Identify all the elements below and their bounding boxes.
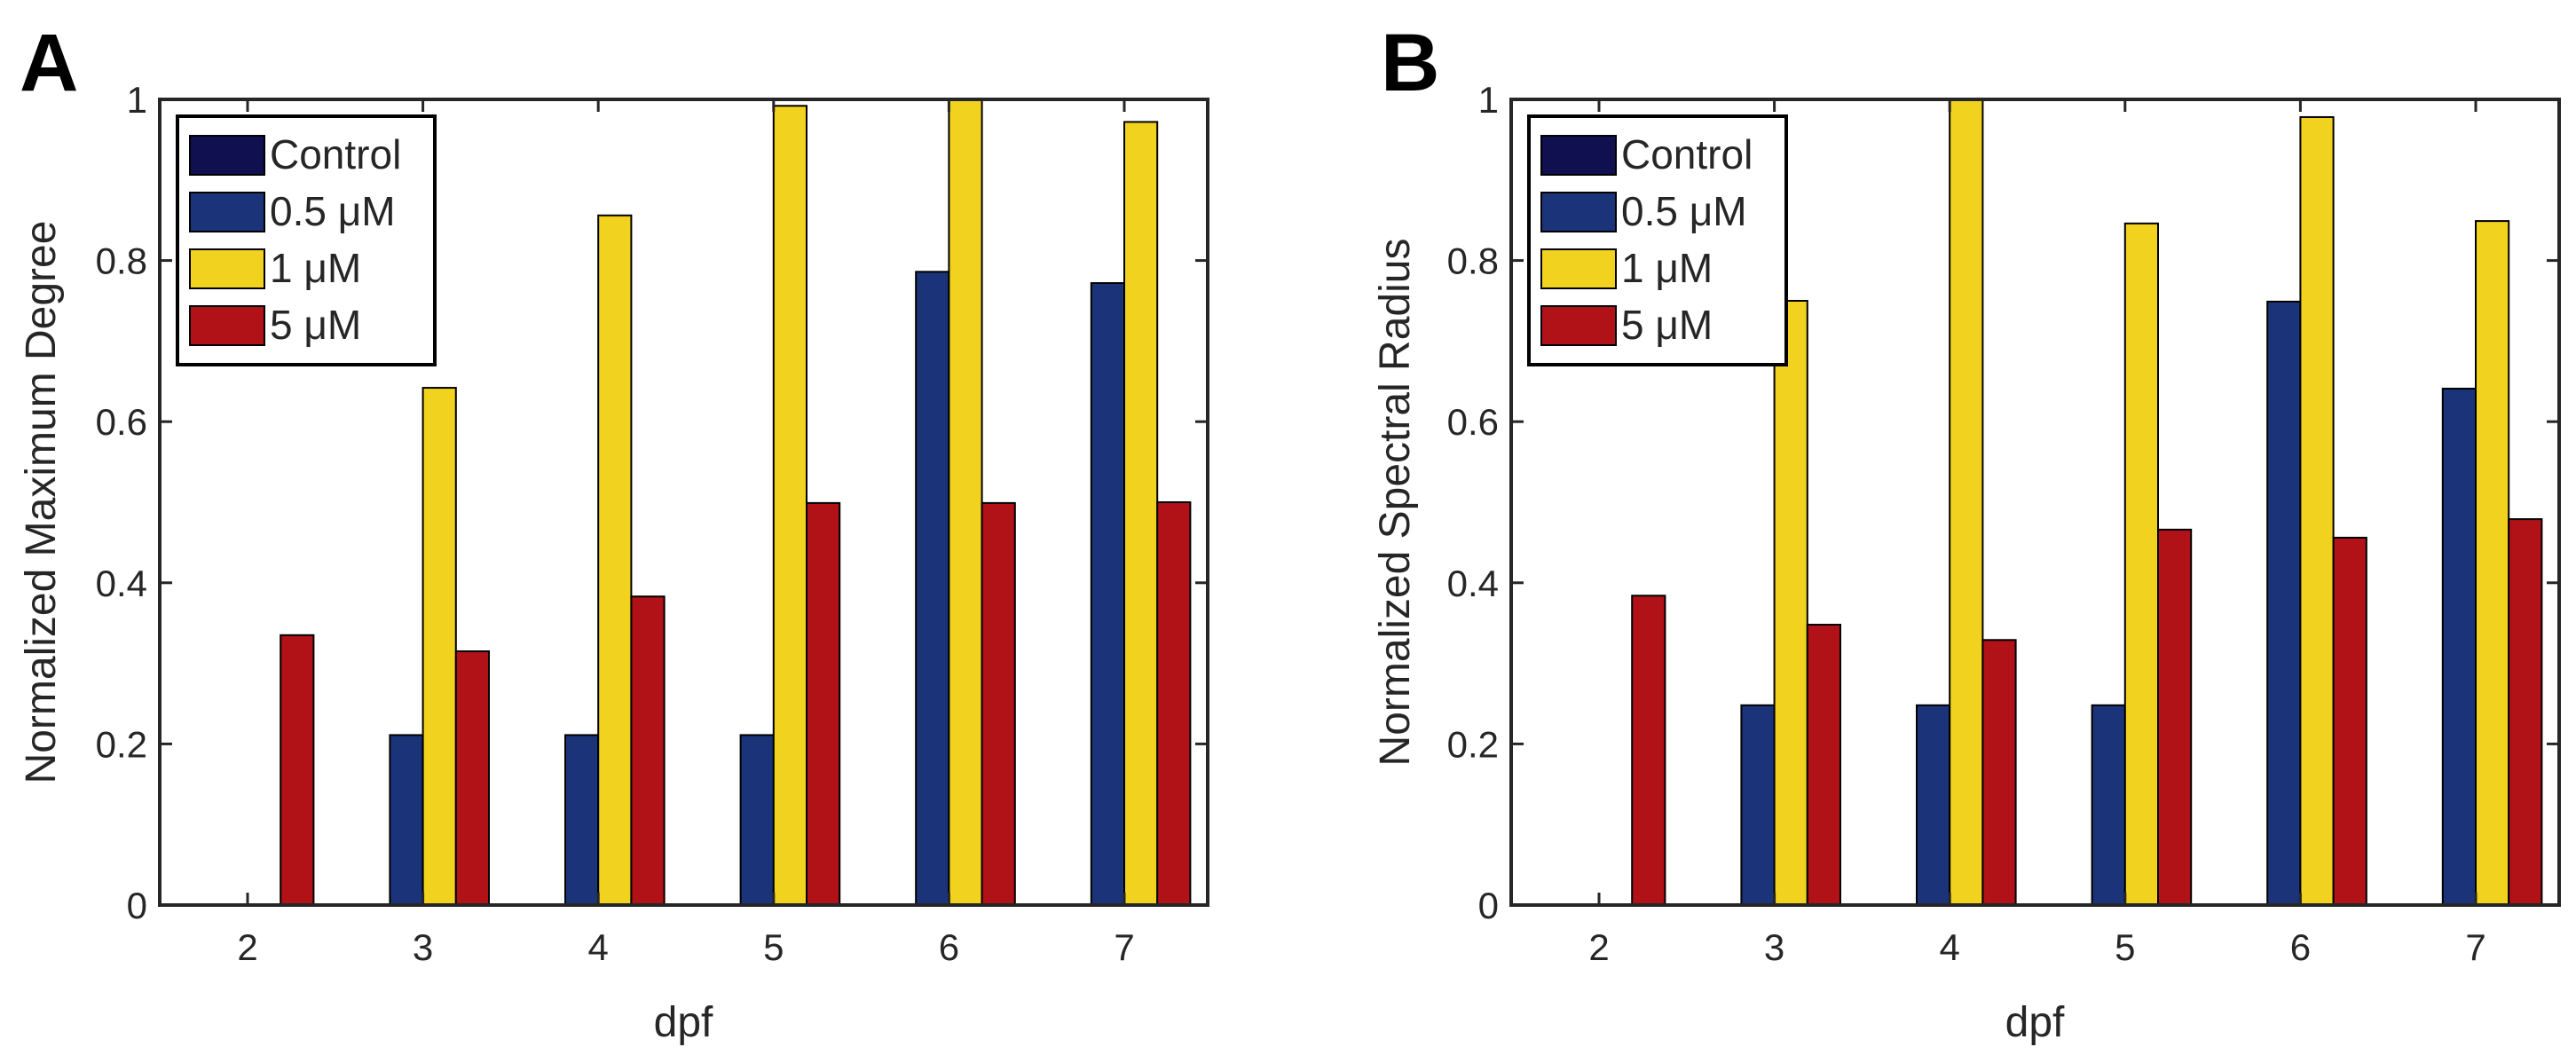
x-tick-label: 7 xyxy=(1114,926,1134,968)
panel-label: B xyxy=(1381,18,1439,108)
y-tick-label: 0.8 xyxy=(96,240,147,282)
x-tick-label: 2 xyxy=(1588,926,1609,968)
bar-5-m-5 xyxy=(806,501,841,907)
bar-1-m-3 xyxy=(1773,300,1808,906)
legend-swatch xyxy=(1540,135,1617,176)
x-tick-label: 6 xyxy=(2290,926,2311,968)
bar-0-5-m-7 xyxy=(2441,387,2478,906)
x-tick-label: 6 xyxy=(939,926,959,968)
bar-0-5-m-6 xyxy=(2266,300,2302,906)
bar-0-5-m-4 xyxy=(564,734,600,906)
y-tick-label: 0 xyxy=(127,885,147,926)
bar-1-m-5 xyxy=(2123,222,2160,907)
bar-0-5-m-3 xyxy=(1740,704,1776,906)
legend-swatch xyxy=(1540,192,1617,232)
bar-1-m-6 xyxy=(2299,115,2335,906)
bar-1-m-3 xyxy=(421,387,457,906)
legend-swatch xyxy=(1540,305,1617,346)
bar-1-m-6 xyxy=(948,98,983,906)
bar-1-m-4 xyxy=(1949,98,1984,906)
legend-label: Control xyxy=(270,131,401,177)
x-tick-label: 4 xyxy=(1940,926,1960,968)
legend-label: 1 μM xyxy=(1621,245,1713,291)
legend-label: 5 μM xyxy=(1621,302,1713,348)
bar-0-5-m-6 xyxy=(915,271,950,906)
legend-label: 5 μM xyxy=(270,302,361,348)
y-tick-label: 0.6 xyxy=(96,401,147,443)
bar-0-5-m-4 xyxy=(1916,704,1951,906)
x-axis-label: dpf xyxy=(2005,999,2065,1046)
bar-1-m-5 xyxy=(772,105,807,907)
legend-swatch xyxy=(189,135,265,176)
bar-5-m-3 xyxy=(454,650,490,906)
legend-label: Control xyxy=(1621,131,1753,177)
bar-1-m-7 xyxy=(2475,220,2510,907)
legend: Control 0.5 μM 1 μM 5 μM xyxy=(176,114,437,366)
legend-swatch xyxy=(189,248,265,289)
x-tick-label: 3 xyxy=(413,926,433,968)
y-axis: 0 0.2 0.4 0.6 0.8 1 xyxy=(1447,79,2559,926)
bar-5-m-5 xyxy=(2157,528,2193,906)
bar-0-5-m-5 xyxy=(739,734,775,906)
bar-5-m-6 xyxy=(2332,536,2367,907)
y-tick-label: 0.4 xyxy=(1447,563,1499,604)
y-tick-label: 0.4 xyxy=(96,563,147,604)
x-tick-label: 4 xyxy=(588,926,609,968)
bar-5-m-6 xyxy=(981,501,1016,907)
x-axis: 2 3 4 5 6 7 xyxy=(1588,99,2486,968)
bar-1-m-7 xyxy=(1123,121,1159,906)
bars-group xyxy=(280,98,1192,907)
y-axis-label: Normalized Maximum Degree xyxy=(18,221,65,784)
bar-5-m-2 xyxy=(1631,594,1666,906)
panel-label: A xyxy=(20,18,78,108)
bar-0-5-m-5 xyxy=(2091,704,2126,906)
bar-5-m-4 xyxy=(630,595,666,907)
legend-label: 1 μM xyxy=(270,245,361,291)
legend-swatch xyxy=(1540,248,1617,289)
y-tick-label: 0.2 xyxy=(96,723,147,765)
bar-5-m-2 xyxy=(280,634,315,906)
bar-5-m-7 xyxy=(2508,518,2543,906)
legend: Control 0.5 μM 1 μM 5 μM xyxy=(1527,114,1788,366)
y-tick-label: 0.2 xyxy=(1447,723,1499,765)
bar-1-m-4 xyxy=(597,214,633,906)
y-tick-label: 1 xyxy=(127,79,147,121)
bar-5-m-3 xyxy=(1806,624,1842,906)
legend-swatch xyxy=(189,305,265,346)
x-tick-label: 3 xyxy=(1764,926,1784,968)
y-tick-label: 0 xyxy=(1478,885,1499,926)
x-tick-label: 2 xyxy=(237,926,257,968)
legend-swatch xyxy=(189,192,265,232)
legend-label: 0.5 μM xyxy=(270,188,396,234)
bar-5-m-7 xyxy=(1156,501,1192,906)
bar-0-5-m-3 xyxy=(389,734,424,906)
y-tick-label: 0.6 xyxy=(1447,401,1499,443)
x-axis: 2 3 4 5 6 7 xyxy=(237,99,1135,968)
x-tick-label: 5 xyxy=(763,926,784,968)
y-tick-label: 0.8 xyxy=(1447,240,1499,282)
y-axis: 0 0.2 0.4 0.6 0.8 1 xyxy=(96,79,1208,926)
panel-b: B 0 0.2 0.4 0.6 0.8 1 2 3 4 5 6 7 dpf Normalized S… xyxy=(1372,18,2561,1046)
legend-label: 0.5 μM xyxy=(1621,188,1747,234)
bar-0-5-m-7 xyxy=(1090,282,1126,906)
y-tick-label: 1 xyxy=(1478,79,1499,121)
bars-group xyxy=(1631,98,2543,907)
x-tick-label: 7 xyxy=(2465,926,2485,968)
panel-a: A 0 0.2 0.4 0.6 0.8 1 2 3 4 5 6 7 dpf Normalized M… xyxy=(18,18,1209,1046)
plot-frame xyxy=(158,98,1209,907)
y-axis-label: Normalized Spectral Radius xyxy=(1372,239,1419,767)
bar-5-m-4 xyxy=(1981,639,2017,906)
x-axis-label: dpf xyxy=(654,999,713,1046)
x-tick-label: 5 xyxy=(2115,926,2135,968)
plot-frame xyxy=(1509,98,2561,907)
